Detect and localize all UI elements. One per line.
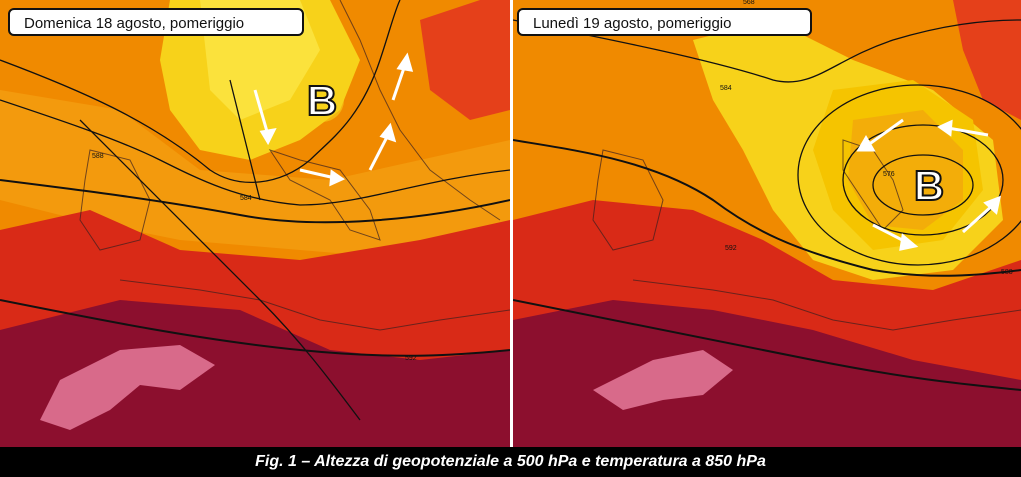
map-panel-sunday: 588 584 592 B Domenica 18 agosto, pomeri… (0, 0, 510, 447)
contour-label: 568 (743, 0, 755, 6)
low-pressure-label: B (307, 77, 337, 124)
contour-label: 592 (725, 245, 737, 252)
extreme-heat-region (593, 350, 733, 410)
contour-label: 576 (883, 171, 895, 178)
contour-label: 588 (1001, 269, 1013, 276)
map-panel-monday: 568 576 584 588 592 B Lunedì 19 agosto, … (513, 0, 1021, 447)
low-pressure-label: B (914, 162, 944, 209)
weather-map-monday: 568 576 584 588 592 B (513, 0, 1021, 447)
geopotential-contours (0, 0, 510, 421)
weather-map-sunday: 588 584 592 B (0, 0, 510, 447)
coastlines (592, 139, 1021, 331)
very-hot-region (513, 300, 1021, 447)
figure-caption: Fig. 1 – Altezza di geopotenziale a 500 … (0, 447, 1021, 477)
low-pressure-marker: B (913, 161, 945, 210)
wind-arrows (253, 52, 414, 187)
coastlines (79, 0, 510, 331)
very-hot-region (0, 300, 510, 447)
panel-divider (510, 0, 513, 447)
panel-title-monday: Lunedì 19 agosto, pomeriggio (517, 8, 812, 36)
contour-label: 584 (720, 85, 732, 92)
extreme-heat-region (40, 345, 215, 430)
contour-label: 592 (405, 355, 417, 362)
contour-label: 588 (92, 153, 104, 160)
contour-label: 584 (240, 195, 252, 202)
panel-title-sunday: Domenica 18 agosto, pomeriggio (8, 8, 304, 36)
geopotential-contours (513, 19, 1021, 391)
wind-arrows (856, 118, 1002, 251)
low-pressure-marker: B (300, 76, 344, 125)
